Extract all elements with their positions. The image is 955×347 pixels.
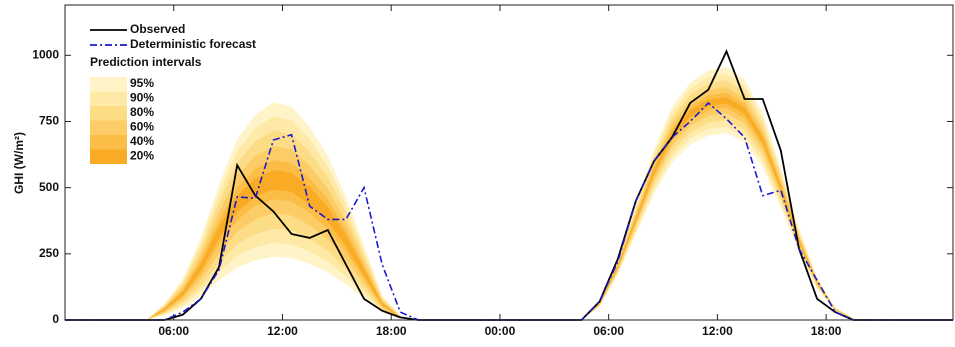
x-tick-label: 12:00: [702, 324, 733, 338]
x-tick-label: 06:00: [158, 324, 189, 338]
plot-frame: [64, 4, 954, 321]
legend-label: 80%: [130, 105, 154, 119]
x-tick-label: 06:00: [593, 324, 624, 338]
legend-label: 90%: [130, 91, 154, 105]
y-tick-label: 0: [52, 312, 59, 326]
legend-swatch: [90, 135, 127, 150]
prediction-band: [146, 73, 872, 320]
legend-label: Deterministic forecast: [130, 37, 256, 51]
y-tick-label: 250: [39, 246, 59, 260]
prediction-band: [146, 87, 872, 320]
legend-label: 20%: [130, 149, 154, 163]
legend-label: 60%: [130, 120, 154, 134]
y-axis-label: GHI (W/m²): [12, 132, 26, 194]
legend-label: 40%: [130, 134, 154, 148]
x-tick-label: 18:00: [376, 324, 407, 338]
legend-label: 95%: [130, 76, 154, 90]
x-tick-label: 18:00: [811, 324, 842, 338]
legend-swatch: [90, 77, 127, 92]
y-tick-label: 500: [39, 180, 59, 194]
y-tick-label: 750: [39, 114, 59, 128]
x-tick-label: 12:00: [267, 324, 298, 338]
legend-label: Observed: [130, 22, 185, 36]
legend-title: Prediction intervals: [90, 55, 202, 69]
y-tick-label: 1000: [32, 47, 59, 61]
legend-swatch: [90, 106, 127, 121]
x-tick-label: 00:00: [485, 324, 516, 338]
legend-swatch: [90, 149, 127, 164]
legend-swatch: [90, 120, 127, 135]
legend-swatch: [90, 91, 127, 106]
